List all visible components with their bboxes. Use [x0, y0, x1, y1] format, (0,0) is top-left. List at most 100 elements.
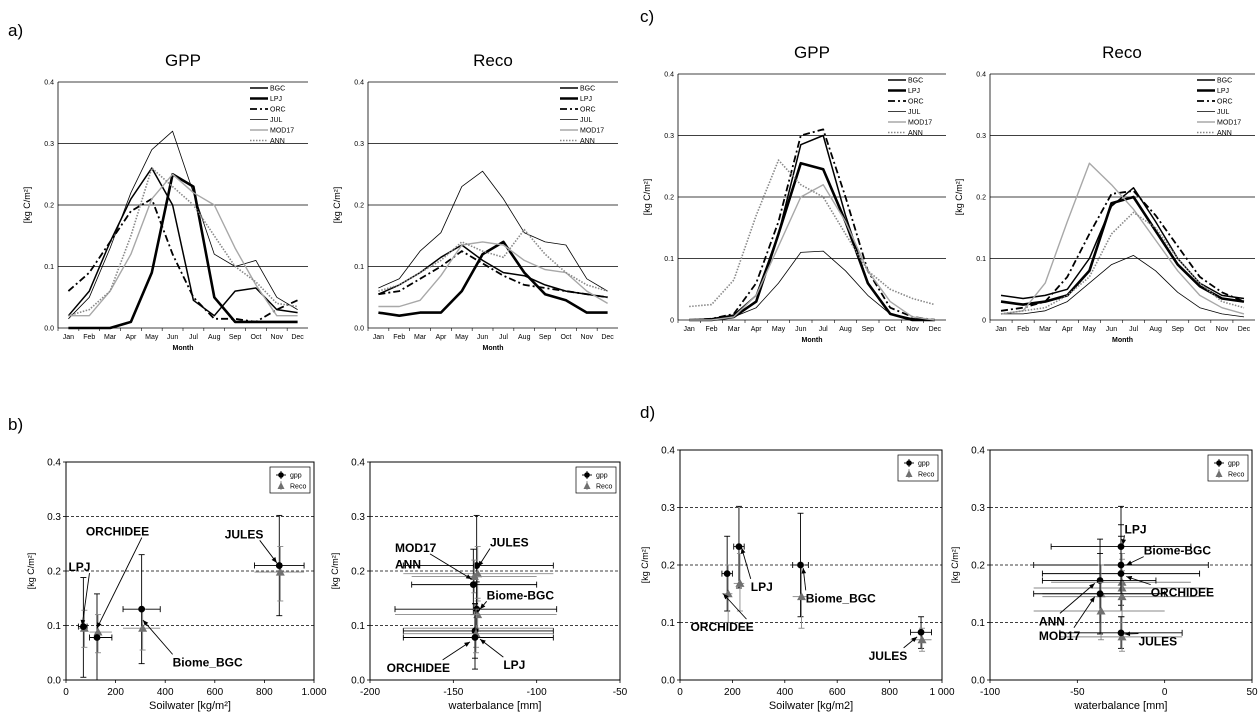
- annotation-label: JULES: [869, 649, 908, 663]
- x-tick-label: Jun: [477, 334, 488, 341]
- legend-label: LPJ: [270, 96, 282, 103]
- legend-label: ANN: [908, 130, 923, 137]
- x-tick-label: Feb: [83, 334, 95, 341]
- legend-label: BGC: [270, 86, 285, 93]
- x-tick-label: Aug: [1149, 326, 1162, 333]
- series-line-jul: [68, 130, 298, 320]
- gpp-point: [723, 570, 731, 578]
- x-tick-label: Aug: [208, 334, 221, 341]
- annotation-arrowhead: [1089, 596, 1095, 603]
- panel-label: b): [8, 415, 23, 434]
- x-axis-label: Soilwater [kg/m²]: [149, 700, 231, 712]
- x-tick-label: 400: [776, 687, 793, 698]
- annotation-arrowhead: [271, 557, 277, 563]
- x-tick-label: 800: [256, 687, 273, 698]
- y-tick-label: 0.0: [44, 326, 54, 333]
- x-tick-label: Mar: [104, 334, 117, 341]
- gpp-point: [471, 634, 479, 641]
- legend-label: ANN: [1217, 130, 1232, 137]
- x-tick-label: Jan: [995, 326, 1006, 333]
- legend-label: ORC: [1217, 99, 1233, 106]
- legend-swatch-gpp: [584, 472, 590, 478]
- annotation-arrow: [1073, 596, 1096, 629]
- x-axis-label: Month: [1112, 337, 1133, 344]
- x-tick-label: Nov: [271, 334, 284, 341]
- gpp-point: [1117, 629, 1125, 637]
- panel-b1: b) 0.0 0.1 0.2 0.3 0.4 0 200 400 600 800 1.000 Soilw…: [8, 415, 327, 712]
- x-tick-label: Jan: [684, 326, 695, 333]
- x-tick-label: Feb: [1017, 326, 1029, 333]
- annotation-arrowhead: [480, 639, 486, 645]
- x-axis-label: Month: [802, 337, 823, 344]
- reco-point: [797, 592, 807, 601]
- panel-c1: c) GPP 0 0.1 0.2 0.3 0.4 Jan Feb Mar Apr May Jun Jul A…: [640, 7, 946, 344]
- y-tick-label: 0.2: [44, 203, 54, 210]
- legend-swatch-reco: [277, 482, 285, 489]
- x-tick-label: Jun: [1106, 326, 1117, 333]
- x-tick-label: Feb: [393, 334, 405, 341]
- legend-swatch-reco: [905, 470, 913, 477]
- legend-label: MOD17: [1217, 120, 1241, 127]
- annotation-arrowhead: [465, 574, 472, 580]
- legend-label: Reco: [290, 484, 306, 491]
- reco-point: [1096, 606, 1106, 615]
- y-tick-label: 0: [982, 318, 986, 325]
- x-tick-label: Sep: [1171, 326, 1184, 333]
- annotation-label: JULES: [225, 527, 264, 541]
- y-axis-label: [kg C/m²]: [330, 553, 340, 590]
- series-line-lpj: [689, 161, 935, 322]
- x-tick-label: May: [145, 334, 159, 341]
- gpp-point: [79, 623, 87, 630]
- legend-label: JUL: [580, 117, 593, 124]
- x-tick-label: 1.000: [301, 687, 326, 698]
- legend-box: [575, 466, 617, 494]
- y-tick-label: 0.2: [351, 567, 365, 578]
- x-tick-label: 50: [1246, 687, 1258, 698]
- legend-label: gpp: [290, 473, 302, 480]
- annotation-arrowhead: [1124, 631, 1131, 637]
- x-tick-label: Sep: [539, 334, 552, 341]
- x-tick-label: Dec: [601, 334, 614, 341]
- annotation-arrowhead: [97, 622, 102, 629]
- legend-label: JUL: [908, 109, 921, 116]
- y-tick-label: 0: [670, 318, 674, 325]
- panel-d2: 0.0 0.1 0.2 0.3 0.4 -100 -50 0 50 waterbalance [m…: [950, 446, 1258, 713]
- annotation-label: JULES: [1138, 635, 1177, 649]
- panel-label: c): [640, 7, 654, 26]
- series-line-ann: [689, 159, 936, 308]
- x-tick-label: Sep: [229, 334, 242, 341]
- x-tick-label: 1 000: [929, 687, 954, 698]
- legend-swatch-reco: [1215, 470, 1223, 477]
- x-tick-label: 0: [63, 687, 69, 698]
- legend-label: Reco: [1228, 472, 1244, 479]
- y-tick-label: 0.4: [976, 72, 986, 79]
- legend-label: BGC: [580, 86, 595, 93]
- panel-label: d): [640, 403, 655, 422]
- x-tick-label: Nov: [1216, 326, 1229, 333]
- chart-title: GPP: [794, 43, 830, 62]
- annotation-label: MOD17: [1039, 629, 1081, 643]
- series-line-bgc: [1000, 187, 1245, 300]
- legend-swatch-gpp: [1216, 460, 1222, 466]
- annotation-label: Biome-BGC: [487, 588, 555, 602]
- series-line-bgc: [378, 244, 608, 299]
- legend-label: MOD17: [580, 128, 604, 135]
- y-tick-label: 0.2: [661, 561, 675, 572]
- x-tick-label: Nov: [581, 334, 594, 341]
- y-axis-label: [kg C/m²]: [640, 547, 650, 584]
- annotation-arrow: [722, 593, 747, 620]
- chart-title: Reco: [473, 51, 513, 70]
- annotation-label: LPJ: [751, 580, 773, 594]
- x-tick-label: Apr: [751, 326, 763, 333]
- y-tick-label: 0.4: [351, 458, 365, 469]
- y-tick-label: 0.0: [971, 676, 985, 687]
- x-tick-label: May: [1083, 326, 1097, 333]
- x-tick-label: Dec: [1238, 326, 1251, 333]
- legend-box: [269, 466, 311, 494]
- y-axis-label: [kg C/m²]: [22, 187, 32, 224]
- x-tick-label: Dec: [929, 326, 942, 333]
- annotation-arrowhead: [464, 641, 470, 647]
- x-tick-label: Oct: [1194, 326, 1205, 333]
- y-tick-label: 0.4: [971, 446, 985, 457]
